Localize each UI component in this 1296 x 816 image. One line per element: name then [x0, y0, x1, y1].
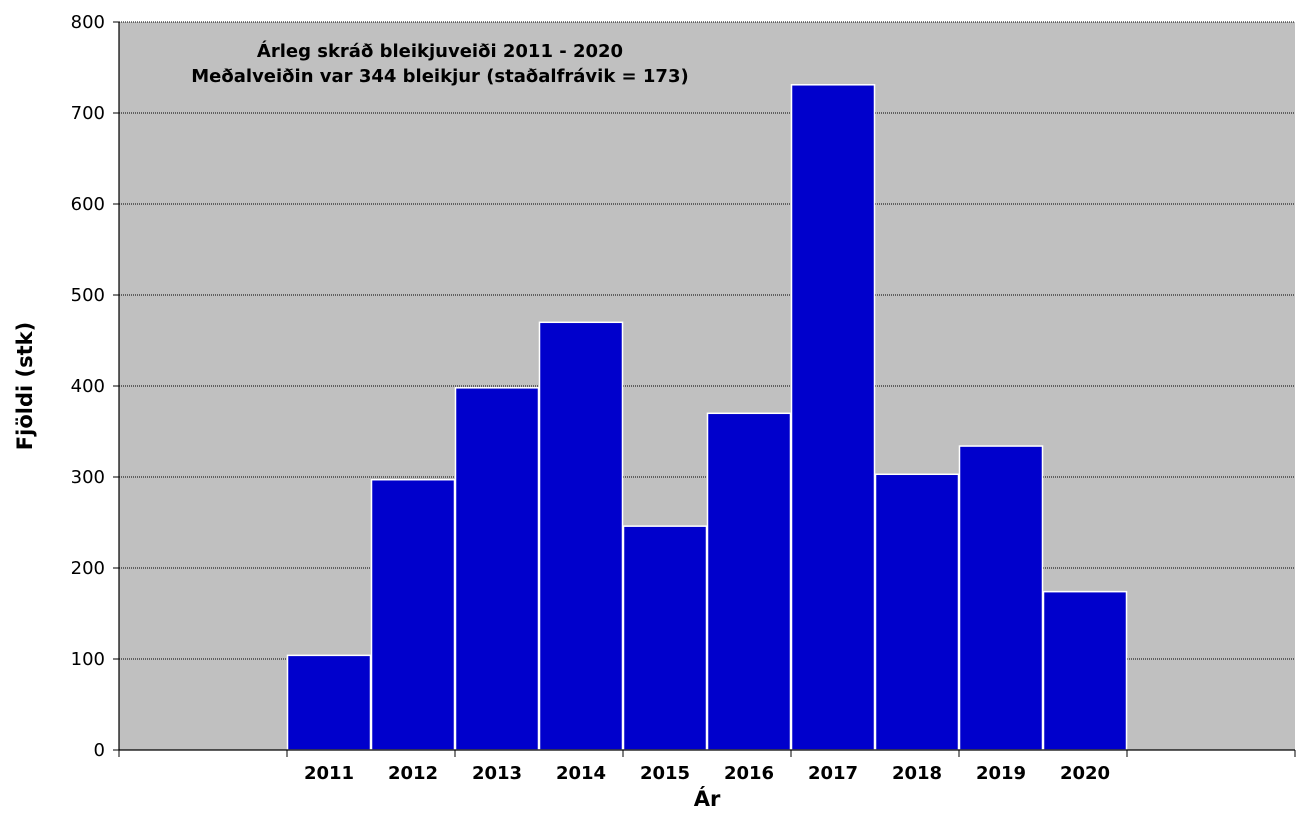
bar-2013: [454, 387, 540, 751]
x-tick-label: 2016: [724, 763, 774, 784]
axes: [113, 21, 1296, 757]
chart-subtitle: Meðalveiðin var 344 bleikjur (staðalfráv…: [191, 66, 688, 87]
y-tick-label: 700: [71, 103, 105, 124]
y-tick-label: 100: [71, 649, 105, 670]
x-tick-label: 2017: [808, 763, 858, 784]
x-tick-label: 2018: [892, 763, 942, 784]
x-tick-label: 2020: [1060, 763, 1110, 784]
y-tick-label: 200: [71, 558, 105, 579]
x-tick-label: 2011: [304, 763, 354, 784]
y-tick-label: 300: [71, 467, 105, 488]
x-axis-title: Ár: [694, 786, 721, 811]
x-tick-label: 2012: [388, 763, 438, 784]
chart-title: Árleg skráð bleikjuveiði 2011 - 2020: [257, 40, 623, 62]
y-tick-label: 0: [94, 740, 105, 761]
bar-2018: [874, 473, 960, 751]
y-tick-labels: 0 100 200 300 400 500 600 700 800: [71, 12, 105, 761]
y-tick-label: 600: [71, 194, 105, 215]
bar-2019: [958, 445, 1044, 751]
bar-2015: [622, 525, 708, 751]
y-tick-label: 800: [71, 12, 105, 33]
y-tick-label: 500: [71, 285, 105, 306]
bar-2016: [706, 412, 792, 751]
y-tick-label: 400: [71, 376, 105, 397]
y-axis-title: Fjöldi (stk): [13, 322, 37, 450]
bar-2011: [286, 654, 372, 751]
bars: [286, 84, 1128, 751]
x-tick-label: 2015: [640, 763, 690, 784]
x-tick-label: 2014: [556, 763, 606, 784]
bar-2014: [538, 321, 624, 751]
bar-2017: [790, 84, 876, 751]
x-tick-label: 2019: [976, 763, 1026, 784]
bar-2020: [1042, 590, 1128, 751]
x-tick-label: 2013: [472, 763, 522, 784]
bar-2012: [370, 478, 456, 751]
x-tick-labels: 2011 2012 2013 2014 2015 2016 2017 2018 2019 2020: [304, 763, 1110, 784]
